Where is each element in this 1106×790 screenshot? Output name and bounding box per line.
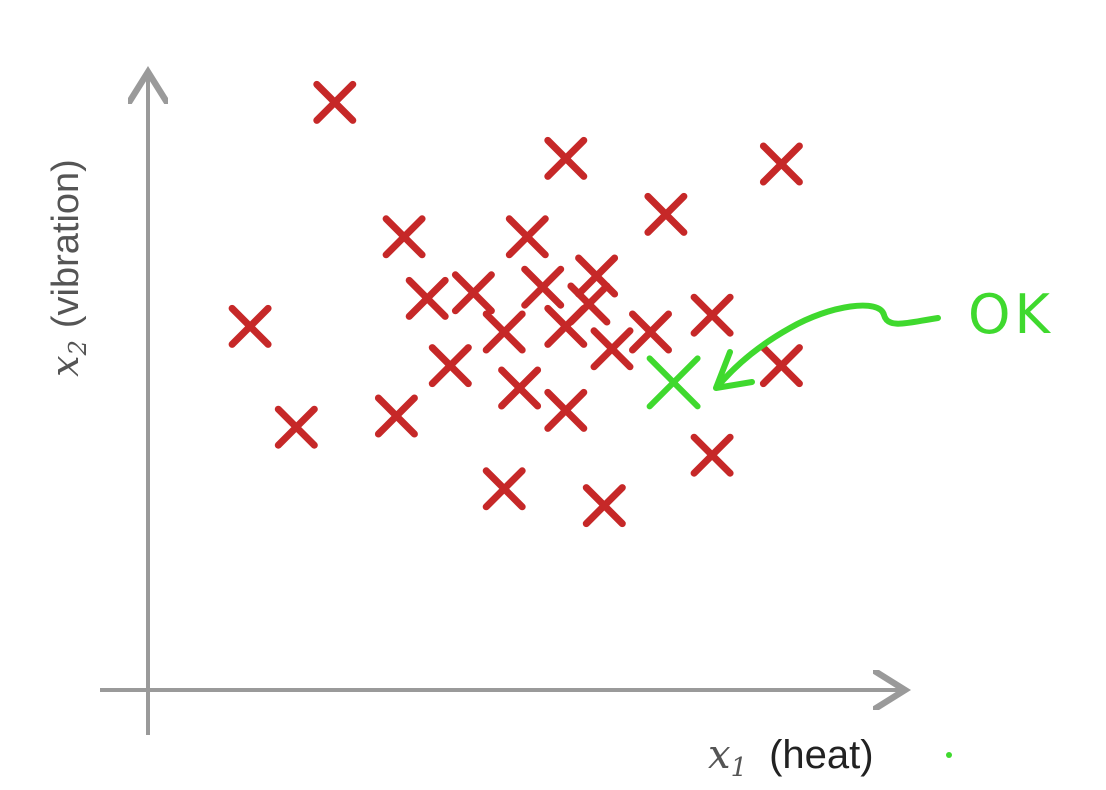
data-point (378, 398, 414, 434)
data-point (486, 314, 522, 350)
data-point (432, 348, 468, 384)
data-point (232, 308, 268, 344)
annotation-ok-label: OK (968, 283, 1054, 346)
data-point (763, 146, 799, 182)
data-point (648, 196, 684, 232)
data-point (278, 409, 314, 445)
data-point (502, 370, 538, 406)
data-point (386, 219, 422, 255)
data-point (633, 314, 669, 350)
data-point (455, 275, 491, 311)
annotation-arrow (718, 306, 938, 386)
data-point (486, 471, 522, 507)
data-point (586, 488, 622, 524)
new-example-point (650, 358, 698, 406)
data-point (548, 308, 584, 344)
data-point (763, 348, 799, 384)
data-point (594, 331, 630, 367)
data-point (509, 219, 545, 255)
data-point (548, 392, 584, 428)
x-axis-label: x1 (heat) (708, 732, 874, 783)
data-points (232, 84, 799, 523)
data-point (409, 280, 445, 316)
data-point (694, 437, 730, 473)
pen-dot (946, 752, 952, 758)
data-point (525, 269, 561, 305)
data-point (548, 140, 584, 176)
data-point (317, 84, 353, 120)
y-axis-label: x2(vibration) (43, 159, 92, 377)
data-point (694, 297, 730, 333)
